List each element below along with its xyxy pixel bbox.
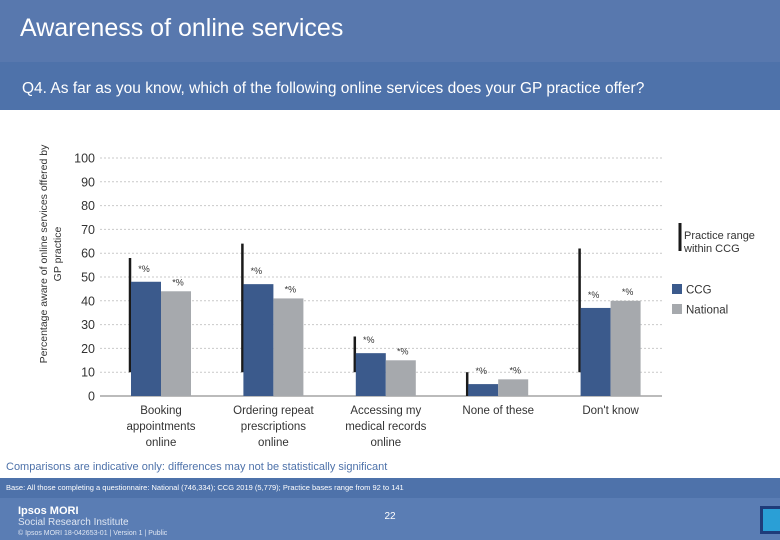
bar-national (161, 291, 191, 396)
question-text: Q4. As far as you know, which of the fol… (22, 80, 645, 97)
y-tick-label: 100 (74, 152, 95, 166)
ipsos-logo-text: Ipsos MORI (18, 505, 79, 517)
data-label: *% (138, 264, 150, 274)
y-tick-label: 10 (81, 366, 95, 380)
x-tick-label: Booking (140, 405, 182, 417)
base-note: Base: All those completing a questionnai… (6, 483, 404, 492)
bar-ccg (355, 353, 386, 396)
data-label: *% (363, 335, 375, 345)
legend-range-label: within CCG (683, 243, 740, 255)
y-tick-label: 40 (81, 294, 95, 308)
page-number: 22 (384, 511, 396, 522)
bar-ccg (580, 307, 611, 396)
bar-national (498, 379, 529, 396)
data-label: *% (509, 365, 521, 375)
x-tick-label: None of these (462, 405, 534, 417)
data-label: *% (588, 290, 600, 300)
data-label: *% (397, 346, 409, 356)
data-label: *% (622, 287, 634, 297)
data-label: *% (285, 284, 297, 294)
x-tick-label: Ordering repeat (233, 405, 314, 417)
x-tick-label: Accessing my (350, 405, 421, 417)
x-tick-label: online (258, 437, 289, 449)
x-tick-label: medical records (345, 421, 426, 433)
bar-ccg (468, 384, 499, 396)
footer-bar (0, 498, 780, 540)
x-tick-label: online (370, 437, 401, 449)
base-bar (0, 478, 780, 498)
bar-chart: Percentage aware of online services offe… (38, 144, 755, 449)
bar-ccg (243, 284, 274, 396)
x-tick-label: appointments (126, 421, 195, 433)
legend-range-label: Practice range (684, 230, 755, 242)
y-tick-label: 90 (81, 175, 95, 189)
y-tick-label: 20 (81, 342, 95, 356)
institute-name: Social Research Institute (18, 517, 129, 528)
copyright-note: © Ipsos MORI 18-042653-01 | Version 1 | … (18, 530, 168, 537)
y-axis-label: Percentage aware of online services offe… (38, 144, 50, 363)
legend-label-national: National (686, 305, 728, 317)
data-label: *% (172, 277, 184, 287)
ipsos-logo-icon (760, 506, 780, 534)
x-tick-label: online (146, 437, 177, 449)
y-tick-label: 0 (88, 390, 95, 404)
legend-swatch-national (672, 304, 682, 314)
legend-swatch-ccg (672, 284, 682, 294)
y-axis-label: GP practice (52, 227, 64, 282)
bar-national (273, 298, 304, 396)
x-tick-label: prescriptions (241, 421, 306, 433)
x-tick-label: Don't know (582, 405, 639, 417)
y-tick-label: 70 (81, 223, 95, 237)
bar-national (385, 360, 416, 396)
y-tick-label: 60 (81, 247, 95, 261)
legend-label-ccg: CCG (686, 285, 712, 297)
data-label: *% (475, 366, 487, 376)
page-title: Awareness of online services (20, 14, 344, 42)
bar-national (610, 300, 641, 396)
header-bar (0, 0, 780, 62)
y-tick-label: 30 (81, 318, 95, 332)
y-tick-label: 80 (81, 199, 95, 213)
bar-ccg (131, 281, 161, 396)
caveat-note: Comparisons are indicative only: differe… (6, 461, 388, 473)
question-bar (0, 62, 780, 110)
data-label: *% (251, 266, 263, 276)
y-tick-label: 50 (81, 271, 95, 285)
